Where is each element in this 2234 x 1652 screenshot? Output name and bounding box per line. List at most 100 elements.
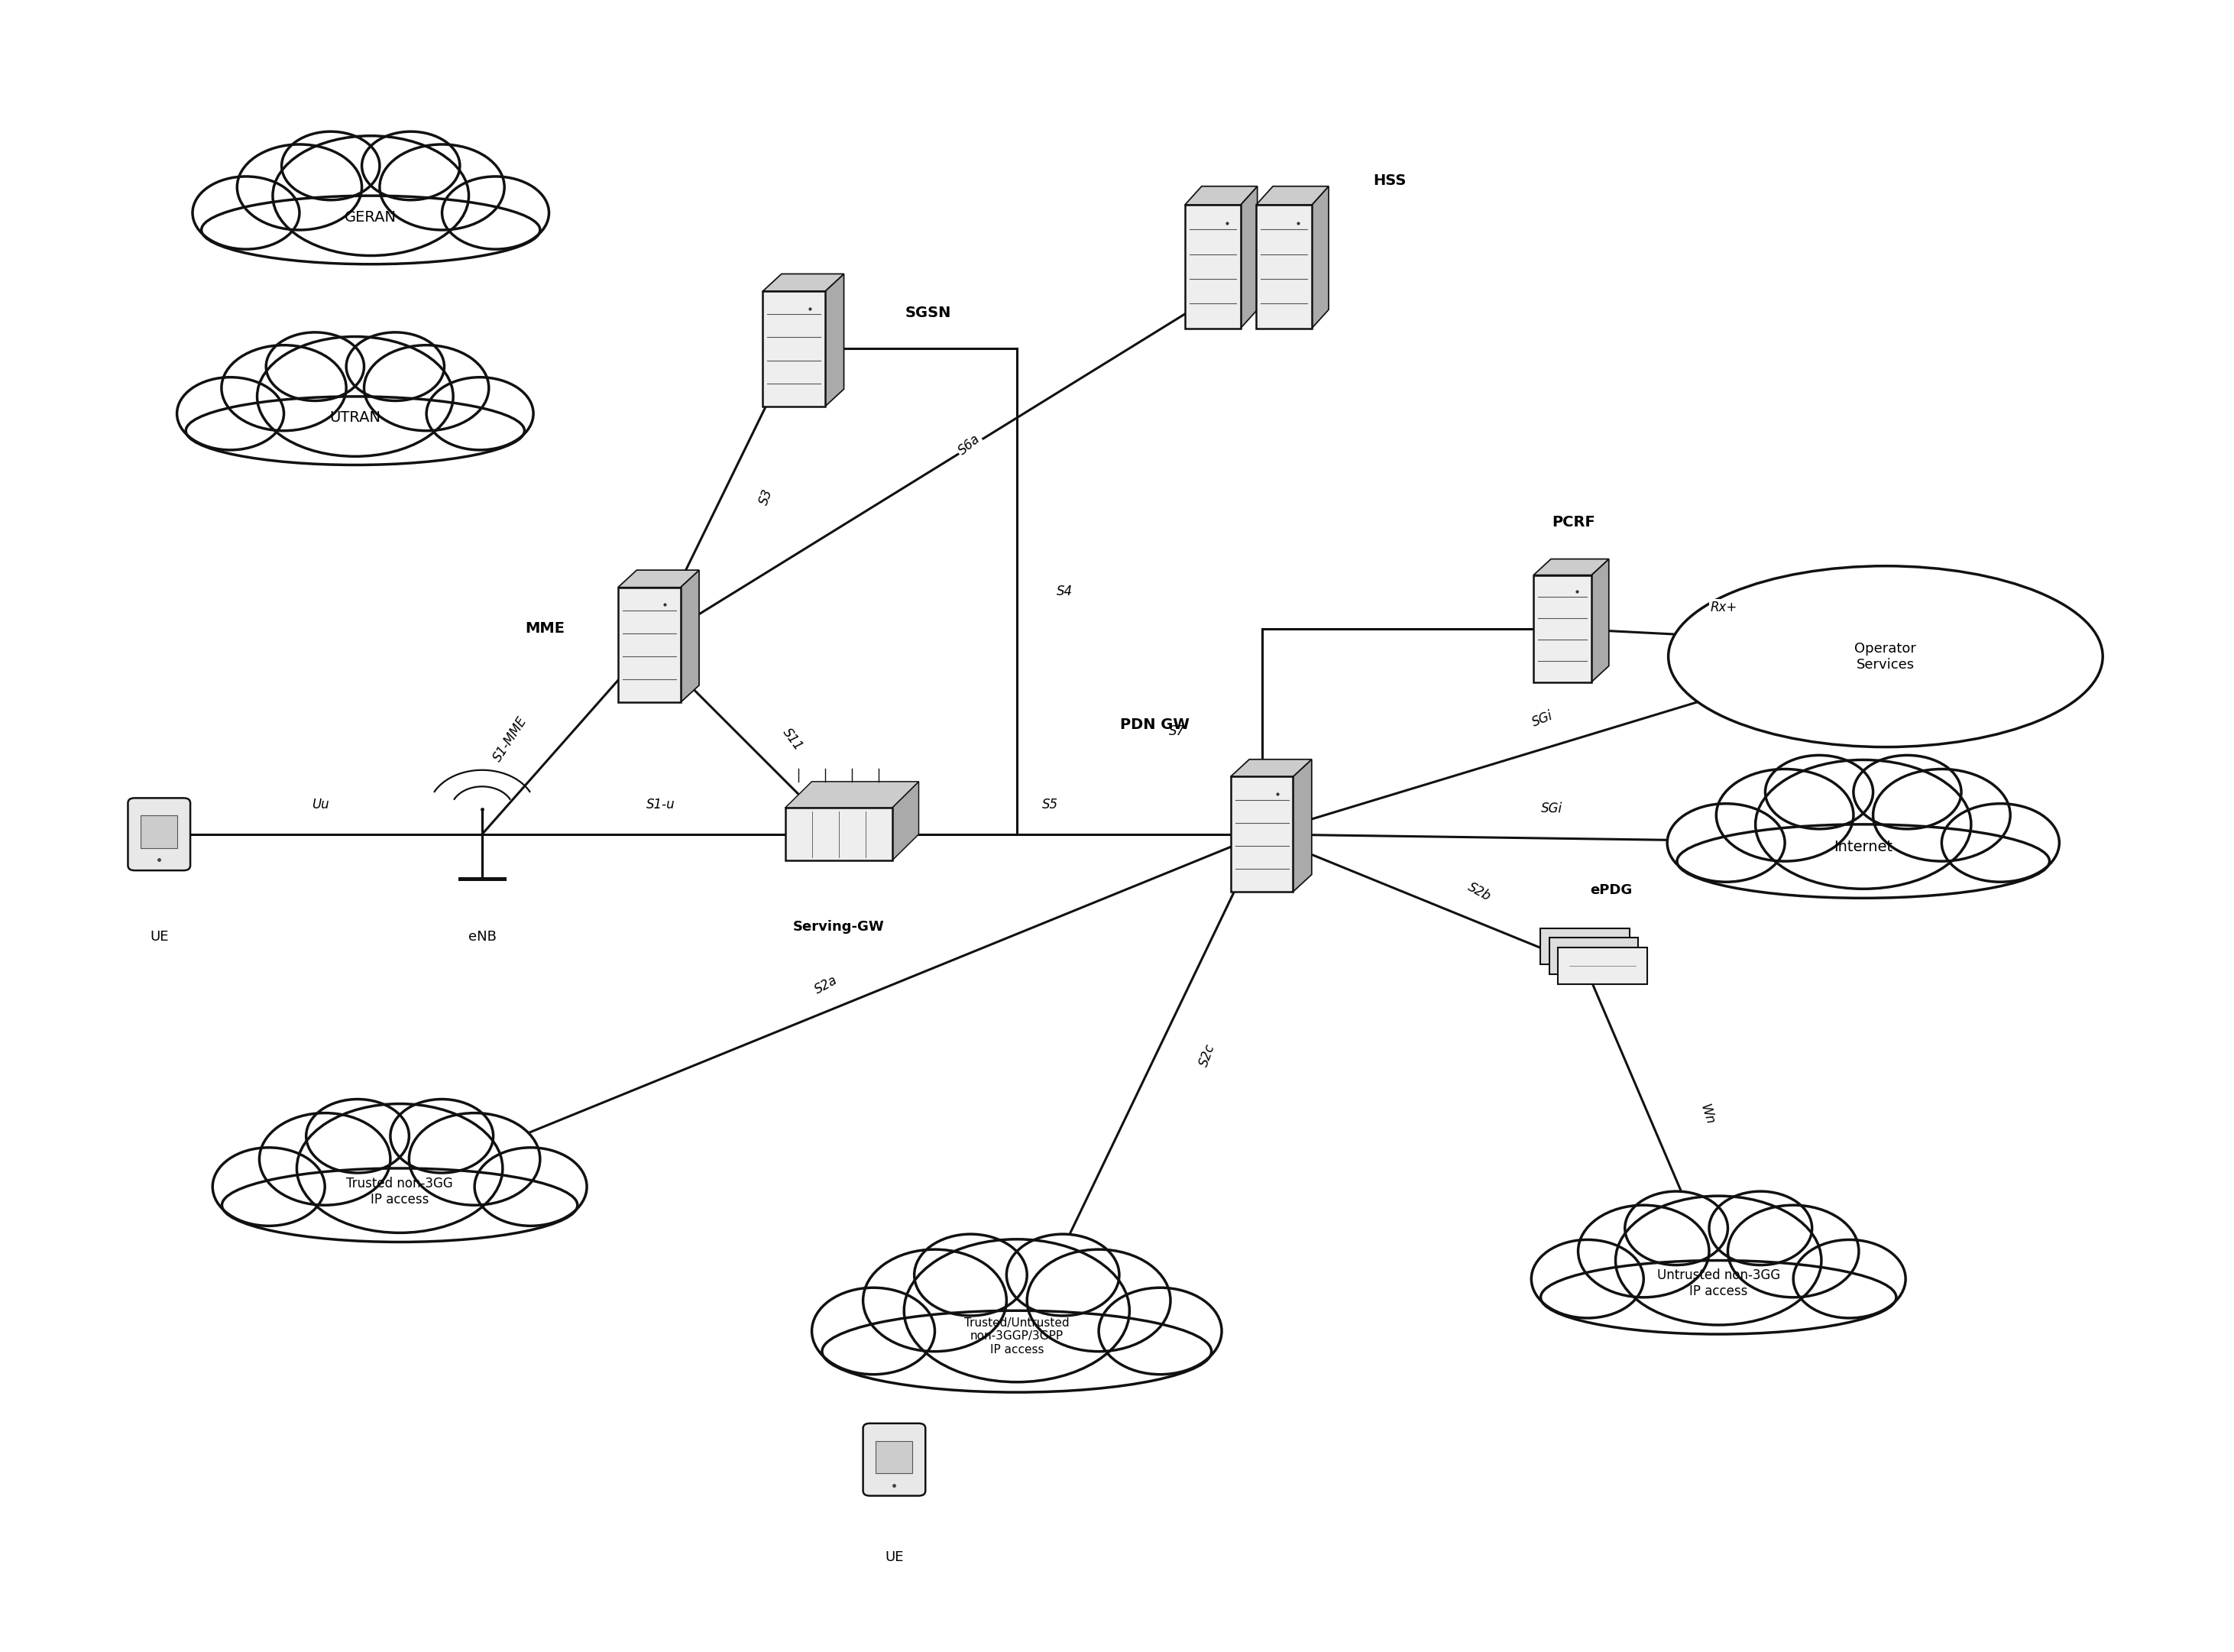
Ellipse shape (362, 132, 460, 200)
Polygon shape (681, 570, 699, 702)
Ellipse shape (1008, 1234, 1119, 1315)
Polygon shape (1311, 187, 1329, 329)
Polygon shape (891, 781, 918, 861)
FancyBboxPatch shape (141, 816, 176, 847)
Text: PCRF: PCRF (1553, 515, 1595, 530)
Ellipse shape (306, 1099, 409, 1173)
Ellipse shape (1678, 824, 2049, 899)
Polygon shape (824, 274, 844, 406)
Ellipse shape (185, 396, 525, 464)
Polygon shape (1256, 187, 1329, 205)
Ellipse shape (201, 195, 541, 264)
Text: Serving-GW: Serving-GW (793, 920, 885, 933)
Text: UE: UE (150, 930, 168, 943)
Ellipse shape (442, 177, 550, 249)
Ellipse shape (221, 345, 346, 431)
Ellipse shape (1615, 1196, 1821, 1325)
Ellipse shape (1530, 1239, 1644, 1318)
Ellipse shape (1794, 1239, 1906, 1318)
Ellipse shape (1667, 803, 1785, 882)
Text: Wn: Wn (1698, 1102, 1718, 1127)
Ellipse shape (862, 1249, 1008, 1351)
Text: S4: S4 (1057, 585, 1072, 598)
Ellipse shape (1941, 803, 2060, 882)
Polygon shape (1231, 760, 1311, 776)
Ellipse shape (192, 177, 299, 249)
Ellipse shape (237, 144, 362, 230)
Ellipse shape (474, 1148, 588, 1226)
Ellipse shape (905, 1239, 1130, 1383)
Polygon shape (1533, 558, 1608, 575)
Ellipse shape (212, 1148, 324, 1226)
Ellipse shape (1577, 1206, 1709, 1297)
Text: SGi: SGi (1530, 709, 1555, 730)
Ellipse shape (364, 345, 489, 431)
Text: S5: S5 (1041, 798, 1059, 811)
Text: S11: S11 (780, 725, 806, 753)
FancyBboxPatch shape (127, 798, 190, 871)
FancyBboxPatch shape (876, 1441, 914, 1474)
Text: ePDG: ePDG (1591, 884, 1633, 897)
FancyBboxPatch shape (862, 1424, 925, 1495)
Text: Trusted non-3GG
IP access: Trusted non-3GG IP access (346, 1176, 454, 1206)
Ellipse shape (1669, 567, 2102, 747)
Ellipse shape (259, 1113, 391, 1206)
Polygon shape (1591, 558, 1608, 682)
Text: S2b: S2b (1466, 881, 1492, 904)
Polygon shape (619, 570, 699, 588)
Ellipse shape (822, 1310, 1211, 1393)
Text: S3: S3 (757, 487, 775, 507)
FancyBboxPatch shape (1533, 575, 1591, 682)
FancyBboxPatch shape (1256, 205, 1311, 329)
Text: Operator
Services: Operator Services (1854, 641, 1917, 671)
Text: SGi: SGi (1541, 801, 1562, 816)
Ellipse shape (427, 377, 534, 449)
Ellipse shape (176, 377, 284, 449)
Ellipse shape (221, 1168, 576, 1242)
Polygon shape (762, 274, 844, 291)
Text: Untrusted non-3GG
IP access: Untrusted non-3GG IP access (1658, 1269, 1780, 1298)
Text: GERAN: GERAN (344, 210, 398, 225)
Ellipse shape (1872, 770, 2011, 861)
Text: S1-u: S1-u (646, 798, 675, 811)
Text: Uu: Uu (313, 798, 328, 811)
Ellipse shape (281, 132, 380, 200)
Polygon shape (1240, 187, 1258, 329)
Ellipse shape (1854, 755, 1961, 829)
FancyBboxPatch shape (1548, 938, 1638, 975)
Text: MME: MME (525, 621, 565, 636)
Text: eNB: eNB (469, 930, 496, 943)
Ellipse shape (1624, 1191, 1727, 1265)
Ellipse shape (1028, 1249, 1171, 1351)
Ellipse shape (914, 1234, 1028, 1315)
FancyBboxPatch shape (1557, 948, 1646, 985)
Ellipse shape (1765, 755, 1872, 829)
Text: UTRAN: UTRAN (331, 411, 380, 425)
Text: S1-MME: S1-MME (489, 715, 529, 765)
Text: SGSN: SGSN (905, 306, 952, 320)
Text: S6a: S6a (956, 433, 983, 458)
Ellipse shape (1541, 1260, 1897, 1335)
FancyBboxPatch shape (1539, 928, 1629, 965)
Polygon shape (1184, 187, 1258, 205)
FancyBboxPatch shape (1184, 205, 1240, 329)
Ellipse shape (409, 1113, 541, 1206)
Text: HSS: HSS (1374, 173, 1407, 188)
FancyBboxPatch shape (762, 291, 824, 406)
Ellipse shape (346, 332, 445, 401)
Ellipse shape (257, 337, 454, 456)
Text: Internet: Internet (1834, 841, 1892, 854)
FancyBboxPatch shape (619, 588, 681, 702)
Ellipse shape (266, 332, 364, 401)
Text: Rx+: Rx+ (1711, 600, 1738, 615)
Text: UE: UE (885, 1550, 903, 1564)
Polygon shape (1293, 760, 1311, 892)
Ellipse shape (1756, 760, 1970, 889)
Ellipse shape (391, 1099, 494, 1173)
Text: S2a: S2a (813, 973, 840, 998)
Polygon shape (784, 781, 918, 808)
Ellipse shape (1709, 1191, 1812, 1265)
Ellipse shape (1727, 1206, 1859, 1297)
Ellipse shape (1099, 1287, 1222, 1374)
Text: Trusted/Untrusted
non-3GGP/3GPP
IP access: Trusted/Untrusted non-3GGP/3GPP IP acces… (965, 1317, 1070, 1355)
